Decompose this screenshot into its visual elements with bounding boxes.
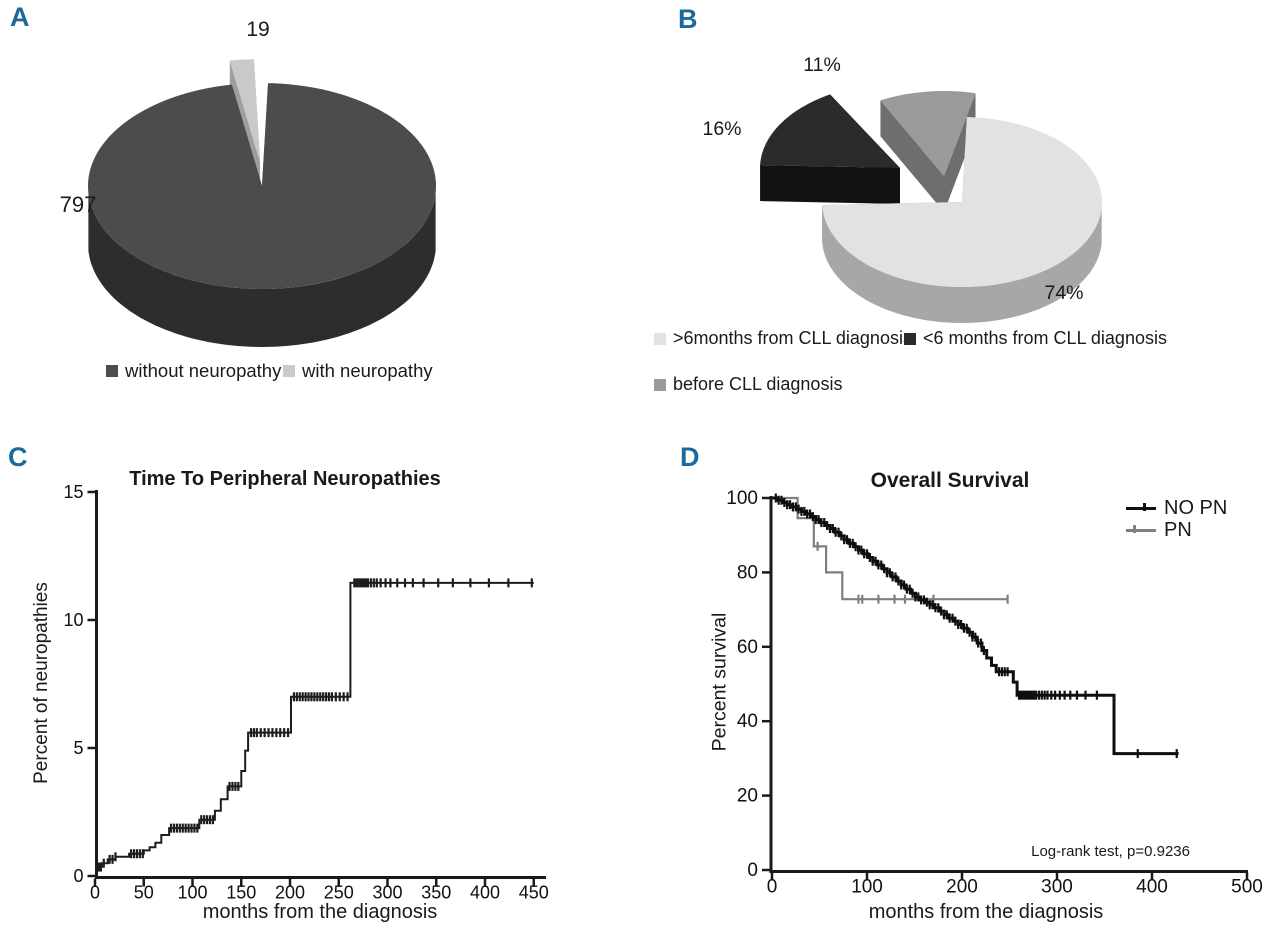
- svg-text:250: 250: [324, 883, 354, 903]
- svg-text:400: 400: [470, 883, 500, 903]
- svg-text:40: 40: [737, 711, 758, 732]
- svg-text:400: 400: [1136, 877, 1168, 898]
- pie-a-legend-item-without-neuropathy: without neuropathy: [106, 360, 281, 382]
- pie-b-legend-item-before: before CLL diagnosis: [654, 374, 842, 395]
- chart-d-legend: NO PN PN: [1126, 497, 1227, 541]
- svg-text:200: 200: [275, 883, 305, 903]
- legend-item-pn: PN: [1126, 519, 1227, 541]
- svg-text:300: 300: [1041, 877, 1073, 898]
- legend-label: <6 months from CLL diagnosis: [923, 328, 1167, 348]
- pie-b-less6-value: 16%: [702, 118, 742, 140]
- svg-text:10: 10: [63, 610, 83, 630]
- pie-a-small-slice-value: 19: [246, 18, 270, 41]
- chart-c-x-axis-label: months from the diagnosis: [202, 901, 438, 923]
- svg-text:60: 60: [737, 637, 758, 658]
- pie-a-legend-item-with-neuropathy: with neuropathy: [283, 360, 433, 382]
- svg-text:0: 0: [73, 866, 83, 886]
- legend-swatch-dark: [904, 332, 916, 345]
- svg-text:0: 0: [767, 877, 778, 898]
- chart-c-y-axis-label: Percent of neuropathies: [31, 582, 52, 784]
- svg-text:350: 350: [421, 883, 451, 903]
- chart-d-title: Overall Survival: [870, 469, 1030, 492]
- legend-label: >6months from CLL diagnosis: [673, 328, 912, 348]
- svg-text:50: 50: [134, 883, 154, 903]
- svg-text:150: 150: [226, 883, 256, 903]
- chart-c-title: Time To Peripheral Neuropathies: [129, 468, 441, 490]
- pie-b-legend-item-more6: >6months from CLL diagnosis: [654, 328, 912, 349]
- legend-label: NO PN: [1164, 496, 1228, 519]
- svg-text:500: 500: [1231, 877, 1263, 898]
- log-rank-annotation: Log-rank test, p=0.9236: [1031, 843, 1190, 860]
- km-censor-symbol-black: [1126, 501, 1156, 515]
- panel-b-letter: B: [678, 4, 698, 34]
- legend-label: PN: [1164, 518, 1192, 541]
- svg-text:100: 100: [851, 877, 883, 898]
- legend-swatch-light: [654, 332, 666, 345]
- svg-text:100: 100: [726, 488, 758, 509]
- svg-text:0: 0: [747, 860, 758, 881]
- svg-text:5: 5: [73, 738, 83, 758]
- panel-d-letter: D: [680, 442, 700, 472]
- svg-text:200: 200: [946, 877, 978, 898]
- svg-text:0: 0: [90, 883, 100, 903]
- pie-b-more6-value: 74%: [1044, 282, 1084, 304]
- legend-label: without neuropathy: [125, 360, 282, 381]
- svg-text:450: 450: [519, 883, 549, 903]
- svg-text:20: 20: [737, 786, 758, 807]
- legend-label: before CLL diagnosis: [673, 374, 843, 394]
- pie-b-before-value: 11%: [803, 54, 841, 76]
- chart-d-x-axis-label: months from the diagnosis: [868, 901, 1104, 923]
- pie-b-legend-item-less6: <6 months from CLL diagnosis: [904, 328, 1167, 349]
- pie-a-large-slice-value: 797: [59, 192, 97, 217]
- svg-text:300: 300: [372, 883, 402, 903]
- legend-swatch-gray: [654, 378, 666, 391]
- svg-text:15: 15: [63, 482, 83, 502]
- chart-d-y-axis-label: Percent survival: [708, 612, 731, 752]
- km-censor-symbol-gray: [1126, 523, 1156, 537]
- legend-swatch-dark: [106, 365, 118, 377]
- legend-label: with neuropathy: [302, 360, 433, 381]
- panel-a-letter: A: [10, 2, 30, 32]
- panel-c-letter: C: [8, 442, 28, 472]
- svg-text:80: 80: [737, 562, 758, 583]
- legend-swatch-light: [283, 365, 295, 377]
- legend-item-no-pn: NO PN: [1126, 497, 1227, 519]
- svg-text:100: 100: [177, 883, 207, 903]
